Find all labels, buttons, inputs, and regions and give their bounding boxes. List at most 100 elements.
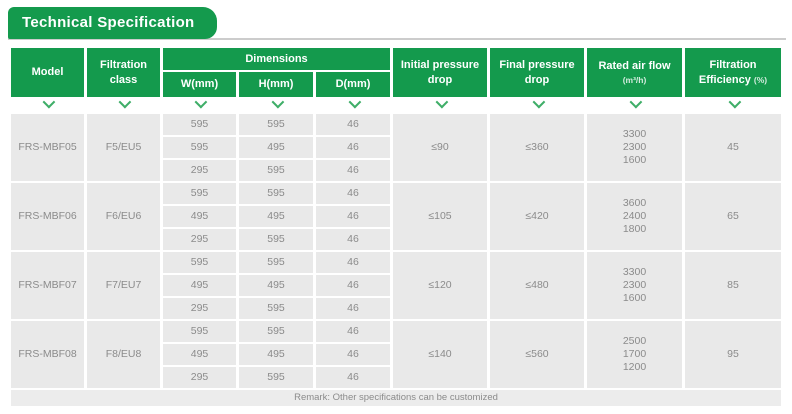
chevron-down-icon [629, 95, 643, 109]
model-cell: FRS-MBF06 [11, 183, 84, 251]
title-underline [8, 38, 786, 40]
chevron-down-icon [348, 95, 361, 109]
efficiency-cell: 65 [685, 183, 781, 251]
col-header-final-pressure: Final pressure drop [490, 48, 584, 97]
dim-d-cell: 46 [316, 229, 390, 251]
table-row: 295 595 46 [11, 298, 781, 320]
dim-h-cell: 495 [239, 344, 313, 366]
filtration-class-cell: F6/EU6 [87, 183, 160, 251]
dim-d-cell: 46 [316, 344, 390, 366]
efficiency-cell: 95 [685, 321, 781, 389]
dim-h-cell: 595 [239, 160, 313, 182]
dim-w-cell: 495 [163, 344, 236, 366]
rated-air-flow-cell: 3300 2300 1600 [587, 252, 682, 320]
dim-d-cell: 46 [316, 137, 390, 159]
initial-pressure-cell: ≤120 [393, 252, 487, 320]
dim-w-cell: 595 [163, 114, 236, 136]
air-flow-value: 1200 [622, 361, 647, 374]
air-flow-value: 3600 [622, 196, 647, 209]
dim-w-cell: 495 [163, 206, 236, 228]
dim-d-cell: 46 [316, 298, 390, 320]
header-subrow: W(mm) H(mm) D(mm) [11, 72, 781, 97]
efficiency-cell: 85 [685, 252, 781, 320]
chevron-down-icon [435, 95, 448, 109]
final-pressure-cell: ≤560 [490, 321, 584, 389]
filtration-class-cell: F7/EU7 [87, 252, 160, 320]
dim-d-cell: 46 [316, 160, 390, 182]
chevron-cell [11, 95, 84, 112]
chevron-down-icon [532, 95, 545, 109]
chevron-down-icon [271, 95, 284, 109]
dim-d-cell: 46 [316, 252, 390, 274]
model-cell: FRS-MBF07 [11, 252, 84, 320]
chevron-cell [239, 95, 313, 112]
dim-h-cell: 595 [239, 298, 313, 320]
col-header-d: D(mm) [316, 72, 390, 97]
col-header-dimensions: Dimensions [163, 48, 390, 70]
dim-h-cell: 595 [239, 114, 313, 136]
chevron-down-icon [728, 95, 741, 109]
section-title-banner: Technical Specification [8, 7, 217, 39]
chevron-cell [87, 95, 160, 112]
air-flow-value: 1600 [622, 154, 647, 167]
dim-h-cell: 595 [239, 252, 313, 274]
dim-d-cell: 46 [316, 321, 390, 343]
rated-air-flow-cell: 3300 2300 1600 [587, 114, 682, 182]
col-header-w: W(mm) [163, 72, 236, 97]
table-row: 495 495 46 [11, 206, 781, 228]
model-cell: FRS-MBF08 [11, 321, 84, 389]
chevron-cell [685, 95, 781, 112]
chevron-cell [587, 95, 682, 112]
efficiency-cell: 45 [685, 114, 781, 182]
col-header-filtration-efficiency: Filtration Efficiency (%) [685, 48, 781, 97]
final-pressure-cell: ≤480 [490, 252, 584, 320]
model-cell: FRS-MBF05 [11, 114, 84, 182]
section-title: Technical Specification [22, 14, 195, 31]
chevron-cell [316, 95, 390, 112]
dim-h-cell: 595 [239, 367, 313, 389]
dim-d-cell: 46 [316, 206, 390, 228]
initial-pressure-cell: ≤105 [393, 183, 487, 251]
air-flow-value: 1800 [622, 223, 647, 236]
air-flow-value: 3300 [622, 265, 647, 278]
dim-h-cell: 595 [239, 321, 313, 343]
dim-h-cell: 595 [239, 229, 313, 251]
initial-pressure-cell: ≤90 [393, 114, 487, 182]
dim-d-cell: 46 [316, 367, 390, 389]
chevron-down-icon [118, 95, 132, 109]
filtration-efficiency-label: Filtration Efficiency [698, 59, 757, 86]
dim-w-cell: 595 [163, 321, 236, 343]
dim-w-cell: 295 [163, 160, 236, 182]
chevron-cell [163, 95, 236, 112]
chevron-cell [490, 95, 584, 112]
table-row: 295 595 46 [11, 160, 781, 182]
dim-w-cell: 595 [163, 183, 236, 205]
final-pressure-cell: ≤360 [490, 114, 584, 182]
col-header-rated-air-flow: Rated air flow (m³/h) [587, 48, 682, 97]
final-pressure-cell: ≤420 [490, 183, 584, 251]
dim-w-cell: 295 [163, 229, 236, 251]
dim-h-cell: 495 [239, 275, 313, 297]
col-header-filtration-class: Filtration class [87, 48, 160, 97]
filtration-efficiency-unit: (%) [753, 74, 768, 85]
air-flow-value: 1700 [622, 348, 647, 361]
air-flow-value: 2500 [622, 334, 647, 347]
filtration-class-cell: F5/EU5 [87, 114, 160, 182]
table-row: 295 595 46 [11, 367, 781, 389]
remark-text: Remark: Other specifications can be cust… [11, 390, 781, 407]
initial-pressure-cell: ≤140 [393, 321, 487, 389]
rated-air-flow-cell: 3600 2400 1800 [587, 183, 682, 251]
dim-w-cell: 595 [163, 252, 236, 274]
air-flow-value: 1600 [622, 292, 647, 305]
dim-w-cell: 595 [163, 137, 236, 159]
table-row: 595 495 46 [11, 137, 781, 159]
chevron-down-icon [194, 95, 208, 109]
air-flow-value: 2300 [622, 141, 647, 154]
table-row: 495 495 46 [11, 344, 781, 366]
dim-h-cell: 495 [239, 137, 313, 159]
table-row: FRS-MBF06 F6/EU6 595 595 46 ≤105 ≤420 36… [11, 183, 781, 251]
col-header-h: H(mm) [239, 72, 313, 97]
header-row: Model Filtration class Dimensions Initia… [11, 48, 781, 97]
table-row: 295 595 46 [11, 229, 781, 251]
